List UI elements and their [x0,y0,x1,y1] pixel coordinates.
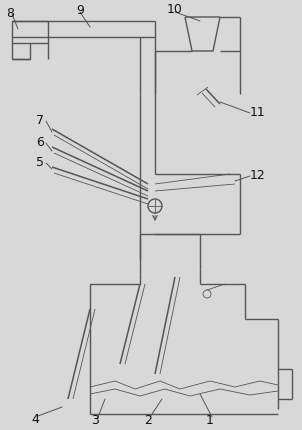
Text: 10: 10 [167,3,183,15]
Text: 6: 6 [36,135,44,148]
Text: 12: 12 [250,168,266,181]
Text: 11: 11 [250,105,266,118]
Text: 7: 7 [36,113,44,126]
Text: 1: 1 [206,414,214,427]
Text: 3: 3 [91,414,99,427]
Text: 5: 5 [36,155,44,168]
Text: 4: 4 [31,412,39,426]
Text: 8: 8 [6,6,14,19]
Text: 9: 9 [76,3,84,16]
Text: 2: 2 [144,414,152,427]
